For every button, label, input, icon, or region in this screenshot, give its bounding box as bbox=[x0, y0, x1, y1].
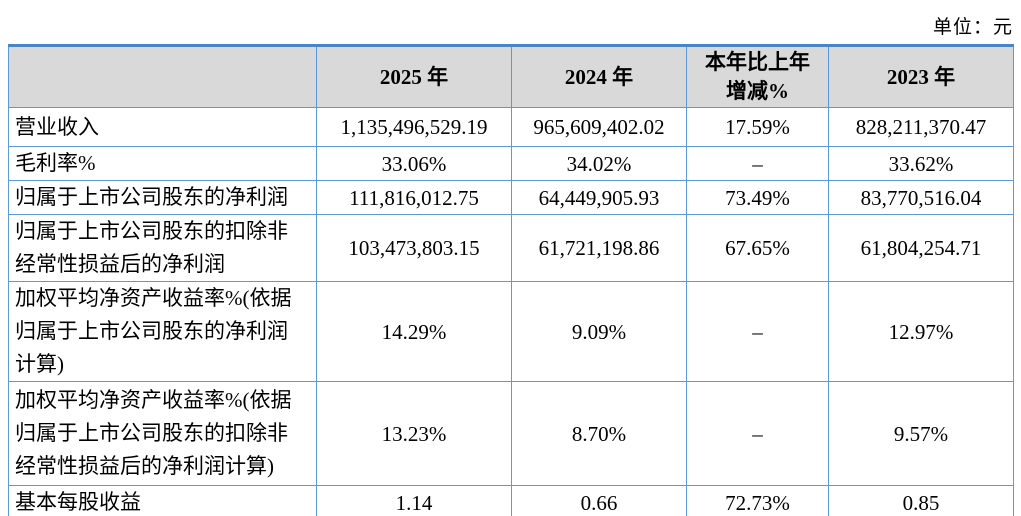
header-metric-cell bbox=[8, 45, 317, 108]
header-year-2023: 2023 年 bbox=[828, 45, 1014, 108]
row-label: 毛利率% bbox=[8, 146, 317, 181]
value-2023: 9.57% bbox=[828, 381, 1014, 486]
row-label: 归属于上市公司股东的扣除非 经常性损益后的净利润 bbox=[8, 214, 317, 282]
value-change: – bbox=[686, 381, 829, 486]
header-yoy-change: 本年比上年 增减% bbox=[686, 45, 829, 108]
value-change: – bbox=[686, 281, 829, 382]
table-row-net-profit: 归属于上市公司股东的净利润 111,816,012.75 64,449,905.… bbox=[8, 180, 1014, 215]
value-2024: 0.66 bbox=[511, 485, 687, 516]
row-label: 加权平均净资产收益率%(依据 归属于上市公司股东的净利润 计算) bbox=[8, 281, 317, 382]
table-row-weighted-roe: 加权平均净资产收益率%(依据 归属于上市公司股东的净利润 计算) 14.29% … bbox=[8, 281, 1014, 382]
value-change: 67.65% bbox=[686, 214, 829, 282]
value-2024: 61,721,198.86 bbox=[511, 214, 687, 282]
value-2023: 12.97% bbox=[828, 281, 1014, 382]
row-label: 营业收入 bbox=[8, 107, 317, 147]
value-2024: 64,449,905.93 bbox=[511, 180, 687, 215]
value-2023: 83,770,516.04 bbox=[828, 180, 1014, 215]
value-2024: 9.09% bbox=[511, 281, 687, 382]
table-row-basic-eps: 基本每股收益 1.14 0.66 72.73% 0.85 bbox=[8, 485, 1014, 516]
header-year-2025: 2025 年 bbox=[316, 45, 512, 108]
value-2023: 0.85 bbox=[828, 485, 1014, 516]
row-label: 归属于上市公司股东的净利润 bbox=[8, 180, 317, 215]
value-2025: 14.29% bbox=[316, 281, 512, 382]
value-change: 72.73% bbox=[686, 485, 829, 516]
table-row-net-profit-excl-nonrecurring: 归属于上市公司股东的扣除非 经常性损益后的净利润 103,473,803.15 … bbox=[8, 214, 1014, 282]
value-2025: 103,473,803.15 bbox=[316, 214, 512, 282]
value-2023: 828,211,370.47 bbox=[828, 107, 1014, 147]
value-2024: 965,609,402.02 bbox=[511, 107, 687, 147]
header-row: 2025 年 2024 年 本年比上年 增减% 2023 年 bbox=[8, 45, 1014, 108]
value-2025: 33.06% bbox=[316, 146, 512, 181]
value-2025: 1,135,496,529.19 bbox=[316, 107, 512, 147]
row-label: 加权平均净资产收益率%(依据 归属于上市公司股东的扣除非 经常性损益后的净利润计… bbox=[8, 381, 317, 486]
value-2023: 33.62% bbox=[828, 146, 1014, 181]
table-row-weighted-roe-excl-nonrecurring: 加权平均净资产收益率%(依据 归属于上市公司股东的扣除非 经常性损益后的净利润计… bbox=[8, 381, 1014, 486]
value-2024: 34.02% bbox=[511, 146, 687, 181]
value-change: – bbox=[686, 146, 829, 181]
value-change: 17.59% bbox=[686, 107, 829, 147]
financial-summary-table: 2025 年 2024 年 本年比上年 增减% 2023 年 营业收入 1,13… bbox=[8, 44, 1014, 516]
value-2025: 13.23% bbox=[316, 381, 512, 486]
table-row-revenue: 营业收入 1,135,496,529.19 965,609,402.02 17.… bbox=[8, 107, 1014, 147]
value-change: 73.49% bbox=[686, 180, 829, 215]
row-label: 基本每股收益 bbox=[8, 485, 317, 516]
value-2024: 8.70% bbox=[511, 381, 687, 486]
value-2025: 111,816,012.75 bbox=[316, 180, 512, 215]
table-row-gross-margin: 毛利率% 33.06% 34.02% – 33.62% bbox=[8, 146, 1014, 181]
unit-label: 单位：元 bbox=[932, 17, 1013, 38]
header-year-2024: 2024 年 bbox=[511, 45, 687, 108]
value-2023: 61,804,254.71 bbox=[828, 214, 1014, 282]
value-2025: 1.14 bbox=[316, 485, 512, 516]
